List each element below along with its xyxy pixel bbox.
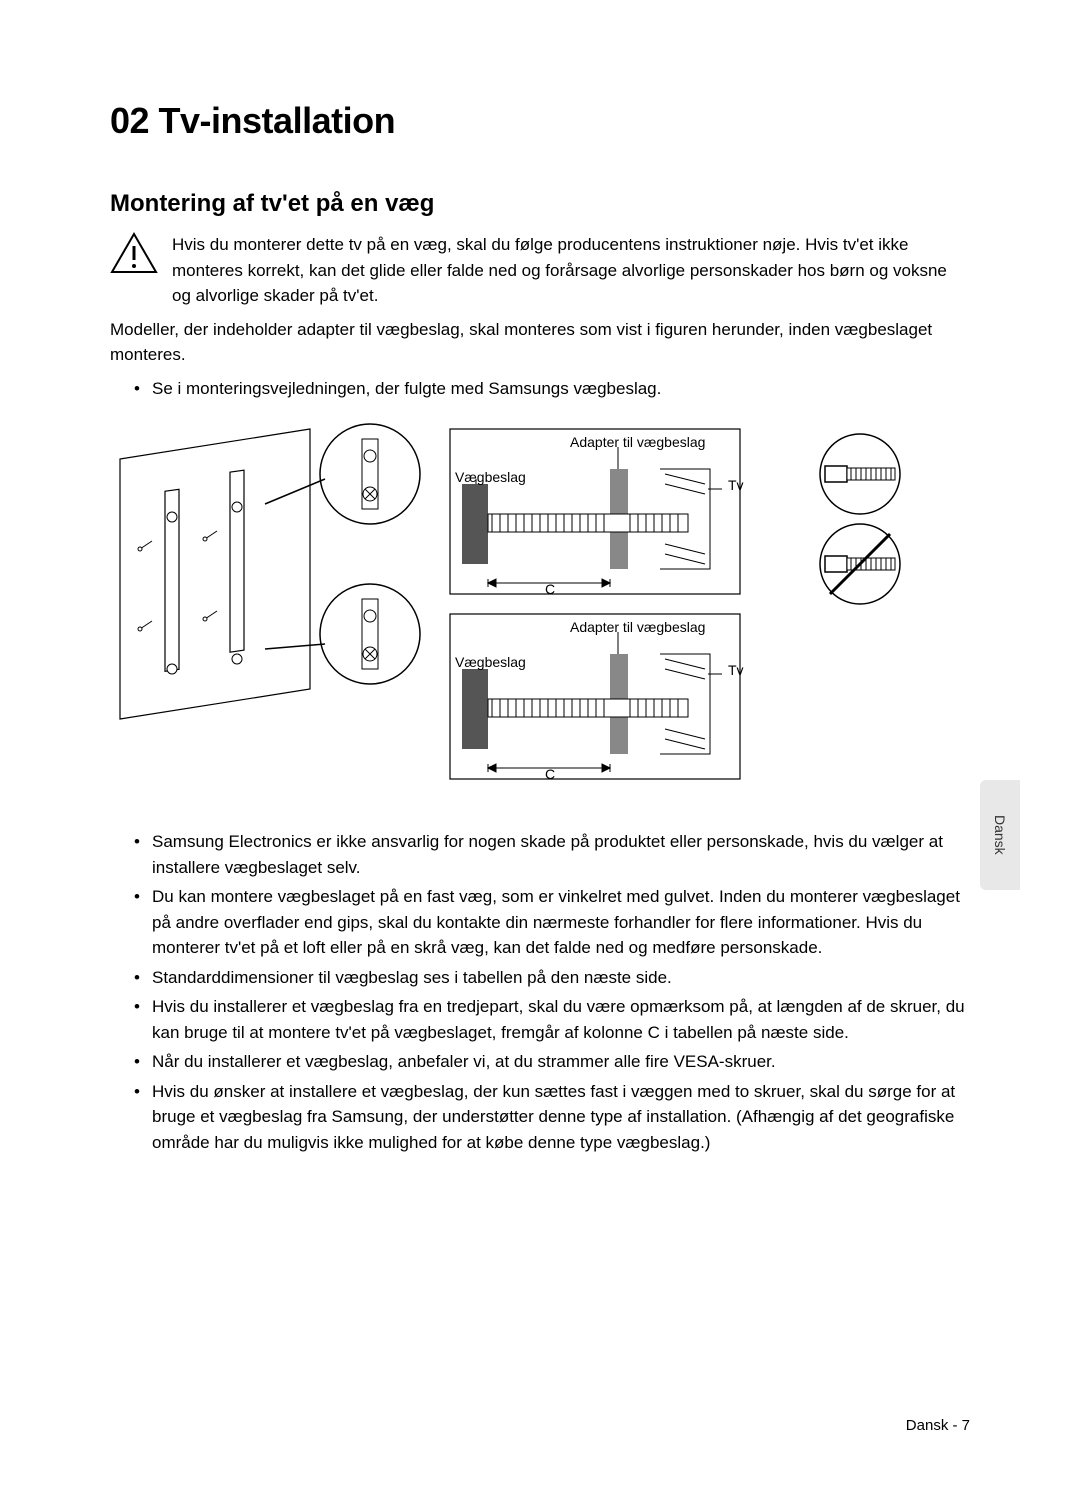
list-item: Hvis du installerer et vægbeslag fra en … [134, 994, 970, 1045]
pre-diagram-list: Se i monteringsvejledningen, der fulgte … [110, 376, 970, 402]
warning-text: Hvis du monterer dette tv på en væg, ska… [172, 232, 970, 309]
chapter-title: 02 Tv-installation [110, 100, 970, 142]
diagram-label-bracket-bottom: Vægbeslag [455, 654, 526, 670]
language-tab: Dansk [980, 780, 1020, 890]
warning-icon [110, 232, 158, 274]
diagram-label-adapter-bottom: Adapter til vægbeslag [570, 619, 705, 635]
diagram-label-adapter-top: Adapter til vægbeslag [570, 434, 705, 450]
list-item: Se i monteringsvejledningen, der fulgte … [134, 376, 970, 402]
list-item: Når du installerer et vægbeslag, anbefal… [134, 1049, 970, 1075]
diagram-label-c-top: C [545, 581, 555, 597]
diagram-label-tv-bottom: Tv [728, 662, 744, 678]
diagram-label-bracket-top: Vægbeslag [455, 469, 526, 485]
post-diagram-list: Samsung Electronics er ikke ansvarlig fo… [110, 829, 970, 1155]
body-text-models: Modeller, der indeholder adapter til væg… [110, 317, 970, 368]
warning-block: Hvis du monterer dette tv på en væg, ska… [110, 232, 970, 309]
language-tab-label: Dansk [992, 815, 1008, 855]
wall-mount-diagram: Adapter til vægbeslag Vægbeslag Tv C Ada… [110, 419, 970, 789]
section-title: Montering af tv'et på en væg [110, 190, 970, 218]
page-footer: Dansk - 7 [906, 1417, 970, 1434]
diagram-label-c-bottom: C [545, 766, 555, 782]
list-item: Hvis du ønsker at installere et vægbesla… [134, 1079, 970, 1156]
list-item: Samsung Electronics er ikke ansvarlig fo… [134, 829, 970, 880]
diagram-label-tv-top: Tv [728, 477, 744, 493]
list-item: Standarddimensioner til vægbeslag ses i … [134, 965, 970, 991]
list-item: Du kan montere vægbeslaget på en fast væ… [134, 884, 970, 961]
